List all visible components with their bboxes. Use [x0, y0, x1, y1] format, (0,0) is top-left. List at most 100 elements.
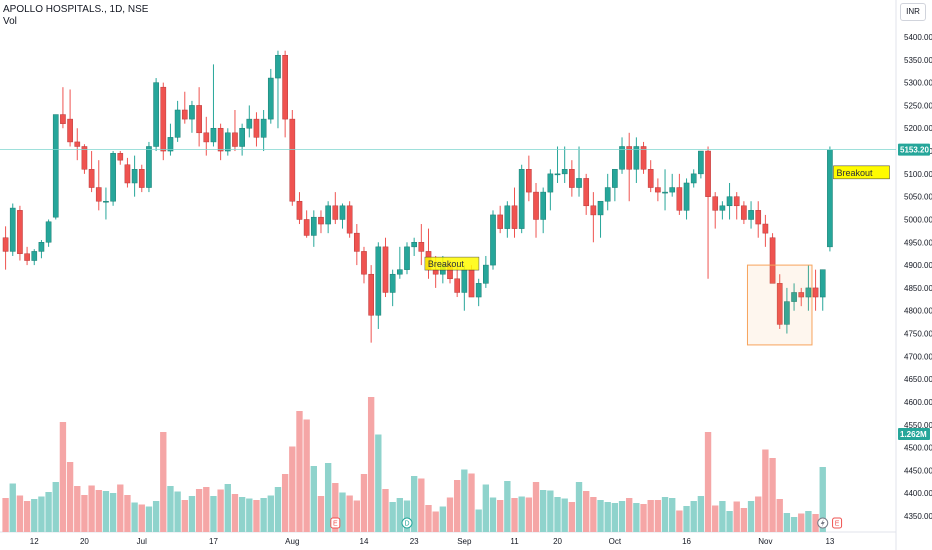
candle-body [167, 137, 174, 152]
volume-bar [547, 490, 554, 532]
volume-bar [117, 484, 124, 532]
candle-body [117, 153, 124, 161]
volume-bar [747, 501, 755, 532]
volume-label: Vol [3, 16, 17, 27]
volume-bar [769, 458, 776, 532]
candle-body [38, 242, 45, 252]
x-tick-label: Nov [758, 537, 772, 546]
candle-body [569, 169, 575, 188]
volume-bar [697, 496, 705, 532]
y-tick-label: 5100.00 [904, 170, 932, 179]
chart-title: APOLLO HOSPITALS., 1D, NSE [3, 4, 149, 15]
volume-bar [167, 486, 174, 532]
volume-bar [425, 505, 432, 532]
candle-body [769, 237, 776, 284]
volume-bars [2, 397, 826, 532]
candle-body [475, 283, 482, 298]
volume-bar [339, 492, 346, 532]
volume-bar [518, 496, 525, 532]
candles [2, 50, 833, 343]
volume-bar [461, 469, 468, 532]
y-tick-label: 4400.00 [904, 489, 932, 498]
candle-body [490, 214, 496, 266]
volume-bar [798, 513, 805, 532]
volume-bar [410, 476, 418, 532]
volume-bar [403, 500, 411, 532]
candle-body [647, 169, 654, 188]
volume-bar [805, 511, 812, 532]
volume-bar [475, 509, 482, 532]
y-tick-label: 4600.00 [904, 398, 932, 407]
candle-body [762, 223, 769, 234]
candle-body [275, 54, 281, 79]
candle-body [518, 169, 525, 229]
y-tick-label: 5350.00 [904, 56, 932, 65]
annotation-box [424, 256, 480, 271]
current-price-badge [898, 143, 930, 156]
candle-body [174, 109, 181, 138]
candle-body [375, 246, 382, 316]
candle-body [461, 269, 468, 293]
annotation-box [833, 165, 890, 180]
volume-bar [289, 446, 296, 532]
candle-body [404, 246, 410, 270]
y-tick-label: 5400.00 [904, 33, 932, 42]
volume-bar [9, 483, 16, 532]
volume-bar [819, 467, 826, 532]
candle-body [353, 232, 360, 252]
candle-body [554, 173, 561, 176]
x-axis: 12 20 Jul 17 Aug 14 23 Sep 11 20 Oct 16 Nov 13 [30, 537, 835, 546]
x-tick-label: Aug [285, 537, 299, 546]
volume-bar [597, 500, 604, 532]
x-tick-label: 16 [682, 537, 691, 546]
volume-bar [704, 432, 712, 532]
candle-body [669, 187, 676, 193]
annotation-text: Breakout [428, 259, 465, 269]
candle-body [640, 146, 647, 170]
volume-bar [332, 483, 339, 532]
candle-body [504, 205, 511, 229]
y-tick-label: 4350.00 [904, 512, 932, 521]
volume-bar [669, 498, 676, 532]
volume-bar [74, 486, 81, 532]
volume-bar [360, 474, 368, 532]
candle-body [590, 205, 597, 216]
candle-body [282, 54, 288, 120]
currency-button[interactable]: INR [900, 3, 926, 21]
volume-bar [626, 498, 633, 532]
candle-body [196, 105, 202, 134]
x-tick-label: 13 [825, 537, 834, 546]
candle-body [153, 82, 159, 147]
volume-bar [532, 482, 540, 532]
candle-body [576, 178, 582, 188]
candle-body [655, 187, 661, 193]
volume-bar [16, 495, 24, 532]
volume-bar [346, 495, 353, 532]
candle-body [418, 242, 425, 252]
volume-bar [812, 514, 819, 532]
y-tick-label: 4750.00 [904, 330, 932, 339]
candle-body [389, 273, 396, 293]
candle-body [561, 169, 568, 175]
volume-bar [676, 510, 683, 532]
candle-body [805, 287, 812, 298]
volume-bar [712, 505, 719, 532]
candle-body [368, 273, 374, 316]
annotation-text: Breakout [836, 168, 873, 178]
y-tick-label: 4550.00 [904, 421, 932, 430]
volume-bar [45, 492, 52, 532]
y-tick-label: 5300.00 [904, 79, 932, 88]
candle-body [203, 132, 210, 143]
candle-body [733, 196, 740, 207]
candle-body [239, 127, 245, 147]
candle-body [497, 214, 504, 229]
candle-body [755, 210, 762, 225]
x-tick-label: 20 [80, 537, 89, 546]
candle-body [81, 146, 88, 170]
volume-bar [59, 422, 67, 532]
volume-bar [568, 502, 576, 532]
volume-bar [504, 481, 511, 532]
volume-bar [81, 495, 88, 532]
volume-bar [439, 506, 447, 532]
